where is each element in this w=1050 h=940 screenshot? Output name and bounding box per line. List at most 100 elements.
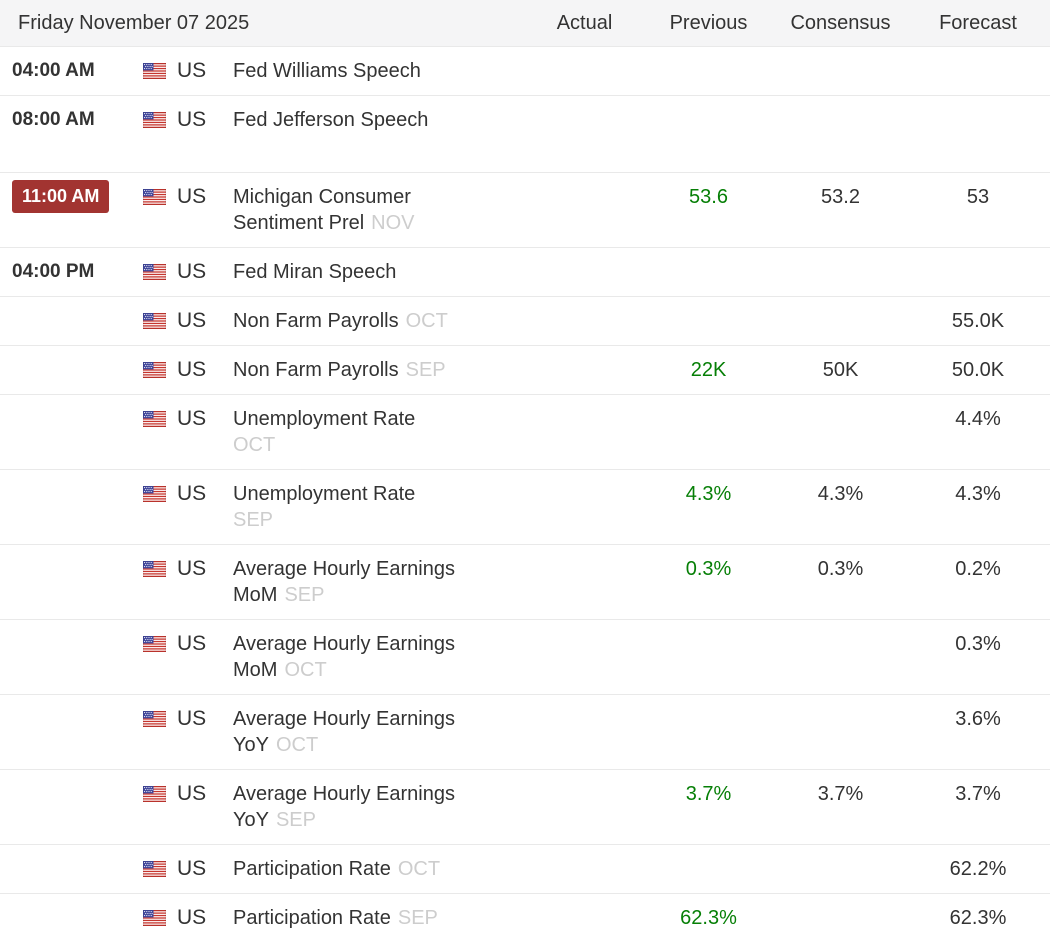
event-title-line1: Average Hourly Earnings — [233, 558, 455, 580]
event-row[interactable]: US Average Hourly Earnings YoY SEP 3.7% 3… — [0, 770, 1050, 845]
event-row[interactable]: US Unemployment Rate OCT 4.4% — [0, 395, 1050, 470]
event-title-line2: YoY — [233, 734, 269, 756]
forecast-value: 50.0K — [951, 359, 1005, 381]
event-title[interactable]: Fed Miran Speech — [233, 259, 527, 285]
reference-month-tag: OCT — [405, 310, 448, 332]
event-title[interactable]: Participation Rate OCT — [233, 856, 527, 882]
event-time: 04:00 AM — [0, 58, 143, 84]
reference-month-tag: NOV — [371, 212, 415, 234]
event-row[interactable]: US Non Farm Payrolls SEP 22K 50K 50.0K — [0, 346, 1050, 395]
us-flag-icon — [143, 107, 177, 128]
consensus-value: 50K — [822, 359, 859, 381]
forecast-value: 0.3% — [955, 633, 1001, 655]
forecast-value: 3.7% — [955, 783, 1001, 805]
event-row[interactable]: US Unemployment Rate SEP 4.3% 4.3% 4.3% — [0, 470, 1050, 545]
reference-month-tag: SEP — [275, 809, 316, 831]
event-row[interactable]: 04:00 PM — [0, 248, 1050, 297]
event-row[interactable]: US Average Hourly Earnings YoY OCT 3.6% — [0, 695, 1050, 770]
us-flag-icon — [143, 856, 177, 877]
event-time: 08:00 AM — [0, 107, 143, 133]
event-title-line1: Average Hourly Earnings — [233, 633, 455, 655]
consensus-value: 53.2 — [821, 186, 860, 208]
consensus-value: 4.3% — [817, 483, 864, 505]
event-title-line2: YoY — [233, 809, 269, 831]
event-row[interactable]: 04:00 AM — [0, 47, 1050, 96]
us-flag-icon — [143, 631, 177, 652]
us-flag-icon — [143, 406, 177, 427]
event-time: 11:00 AM — [0, 180, 143, 213]
us-flag-icon — [143, 58, 177, 79]
event-title[interactable]: Unemployment Rate OCT — [233, 406, 527, 458]
event-title[interactable]: Fed Williams Speech — [233, 58, 527, 84]
previous-value: 0.3% — [685, 558, 732, 580]
country-label: US — [177, 782, 207, 805]
reference-month-tag: OCT — [397, 858, 441, 880]
event-title-line1: Unemployment Rate — [233, 483, 416, 505]
event-row[interactable]: US Average Hourly Earnings MoM OCT 0.3% — [0, 620, 1050, 695]
previous-value: 62.3% — [680, 907, 737, 929]
previous-value: 53.6 — [689, 186, 728, 208]
previous-value: 22K — [690, 359, 727, 381]
country-label: US — [177, 557, 207, 580]
event-title[interactable]: Unemployment Rate SEP — [233, 481, 527, 533]
event-title[interactable]: Fed Jefferson Speech — [233, 107, 527, 133]
event-title-line1: Fed Williams Speech — [233, 60, 421, 82]
us-flag-icon — [143, 481, 177, 502]
country-label: US — [177, 108, 207, 131]
event-time: 04:00 PM — [0, 259, 143, 285]
time-label: 11:00 AM — [12, 180, 110, 213]
event-title-line1: Non Farm Payrolls — [233, 310, 399, 332]
time-label: 04:00 AM — [12, 60, 95, 81]
event-title-line2: MoM — [233, 584, 278, 606]
us-flag-icon — [143, 357, 177, 378]
column-header-previous: Previous — [669, 11, 748, 34]
forecast-value: 0.2% — [955, 558, 1001, 580]
reference-month-tag: SEP — [405, 359, 446, 381]
event-title-line1: Average Hourly Earnings — [233, 708, 455, 730]
column-header-consensus: Consensus — [790, 11, 891, 34]
event-title-line1: Non Farm Payrolls — [233, 359, 399, 381]
forecast-value: 3.6% — [955, 708, 1001, 730]
event-title[interactable]: Michigan Consumer Sentiment Prel NOV — [233, 184, 527, 236]
time-label: 08:00 AM — [12, 109, 95, 130]
country-label: US — [177, 309, 207, 332]
country-label: US — [177, 185, 207, 208]
country-label: US — [177, 407, 207, 430]
us-flag-icon — [143, 706, 177, 727]
event-row[interactable]: US Participation Rate OCT 62.2% — [0, 845, 1050, 894]
event-row[interactable]: 11:00 AM — [0, 173, 1050, 248]
country-label: US — [177, 707, 207, 730]
time-label: 04:00 PM — [12, 261, 95, 282]
event-title-line1: Fed Miran Speech — [233, 261, 397, 283]
event-row[interactable]: US Non Farm Payrolls OCT 55.0K — [0, 297, 1050, 346]
forecast-value: 55.0K — [951, 310, 1005, 332]
event-title[interactable]: Non Farm Payrolls SEP — [233, 357, 527, 383]
event-row[interactable]: 08:00 AM — [0, 96, 1050, 173]
event-row[interactable]: US Average Hourly Earnings MoM SEP 0.3% 0… — [0, 545, 1050, 620]
consensus-value: 0.3% — [817, 558, 864, 580]
us-flag-icon — [143, 905, 177, 926]
forecast-value: 62.3% — [949, 907, 1007, 929]
us-flag-icon — [143, 308, 177, 329]
reference-month-tag: SEP — [233, 509, 274, 531]
event-title[interactable]: Average Hourly Earnings MoM OCT — [233, 631, 527, 683]
us-flag-icon — [143, 556, 177, 577]
country-label: US — [177, 482, 207, 505]
column-header-actual: Actual — [556, 11, 613, 34]
calendar-rows: 04:00 AM — [0, 47, 1050, 940]
event-title[interactable]: Average Hourly Earnings MoM SEP — [233, 556, 527, 608]
event-title[interactable]: Non Farm Payrolls OCT — [233, 308, 527, 334]
event-title[interactable]: Participation Rate SEP — [233, 905, 527, 931]
event-row[interactable]: US Participation Rate SEP 62.3% 62.3% — [0, 894, 1050, 940]
country-label: US — [177, 260, 207, 283]
event-title-line1: Unemployment Rate — [233, 408, 416, 430]
reference-month-tag: SEP — [284, 584, 325, 606]
reference-month-tag: OCT — [284, 659, 327, 681]
event-title[interactable]: Average Hourly Earnings YoY SEP — [233, 781, 527, 833]
reference-month-tag: OCT — [275, 734, 319, 756]
consensus-value: 3.7% — [817, 783, 864, 805]
country-label: US — [177, 632, 207, 655]
event-title[interactable]: Average Hourly Earnings YoY OCT — [233, 706, 527, 758]
event-title-line1: Michigan Consumer — [233, 186, 411, 208]
